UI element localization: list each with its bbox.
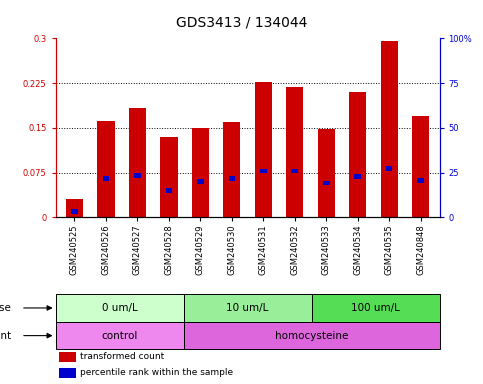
Bar (192, 128, 209, 217)
Bar (312, 294, 440, 322)
Text: GDS3413 / 134044: GDS3413 / 134044 (176, 15, 307, 29)
Bar (129, 108, 146, 217)
Bar (255, 82, 272, 217)
Bar (417, 178, 424, 182)
Bar (66, 199, 83, 217)
Bar (197, 179, 204, 184)
Bar (260, 169, 267, 173)
Text: transformed count: transformed count (80, 353, 164, 361)
Bar (56, 322, 184, 349)
Bar (291, 169, 298, 173)
Text: homocysteine: homocysteine (275, 331, 348, 341)
Bar (323, 180, 329, 185)
Text: 10 um/L: 10 um/L (227, 303, 269, 313)
Text: 0 um/L: 0 um/L (101, 303, 138, 313)
Bar (184, 322, 440, 349)
Bar (102, 176, 109, 181)
Text: control: control (101, 331, 138, 341)
Bar (286, 87, 303, 217)
Bar (412, 116, 429, 217)
Bar (317, 129, 335, 217)
Bar (71, 209, 78, 214)
Text: dose: dose (0, 303, 12, 313)
Text: agent: agent (0, 331, 12, 341)
Bar (59, 367, 75, 378)
Bar (223, 122, 241, 217)
Bar (184, 294, 312, 322)
Bar (386, 166, 393, 171)
Bar (228, 176, 235, 181)
Bar (355, 174, 361, 179)
Bar (166, 188, 172, 193)
Text: 100 um/L: 100 um/L (351, 303, 400, 313)
Bar (97, 121, 114, 217)
Bar (56, 294, 184, 322)
Text: percentile rank within the sample: percentile rank within the sample (80, 368, 233, 377)
Bar (59, 352, 75, 362)
Bar (349, 92, 366, 217)
Bar (160, 137, 178, 217)
Bar (134, 174, 141, 178)
Bar (381, 41, 398, 217)
